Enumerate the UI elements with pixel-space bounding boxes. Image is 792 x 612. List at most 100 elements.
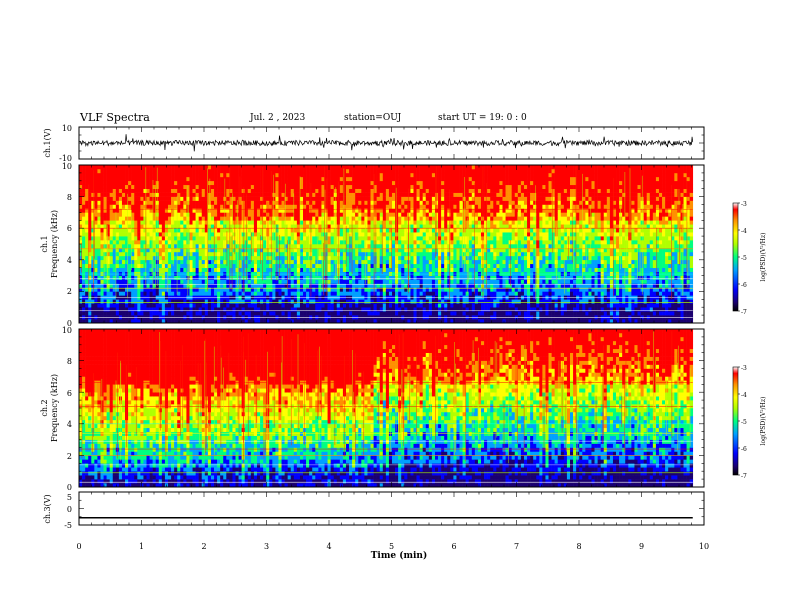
spectrogram-cell: [256, 299, 261, 304]
ch1-waveform-ticks: [78, 126, 705, 160]
spectrogram-cell: [425, 299, 430, 304]
spectrogram-cell: [152, 188, 157, 193]
spectrogram-cell: [321, 251, 325, 257]
spectrogram-cell: [214, 196, 218, 201]
spectrogram-cell: [438, 196, 442, 201]
spectrogram-cell: [137, 255, 141, 261]
spectrogram-cell: [296, 236, 301, 241]
spectrogram-cell: [330, 303, 335, 308]
spectrogram-cell: [94, 263, 98, 268]
spectrogram-cell: [339, 267, 344, 272]
spectrogram-cell: [355, 279, 359, 284]
spectrogram-cell: [287, 283, 292, 288]
spectrogram-cell: [315, 303, 319, 308]
spectrogram-cell: [214, 188, 218, 193]
spectrogram-cell: [358, 279, 362, 284]
spectrogram-cell: [290, 228, 295, 233]
spectrogram-cell: [287, 311, 292, 316]
spectrogram-cell: [91, 255, 95, 261]
spectrogram-cell: [226, 303, 230, 308]
spectrogram-cell: [379, 279, 384, 284]
spectrogram-cell: [370, 224, 374, 229]
spectrogram-cell: [217, 263, 221, 268]
spectrogram-cell: [358, 228, 362, 233]
spectrogram-cell: [229, 188, 233, 193]
spectrogram-cell: [303, 259, 307, 265]
spectrogram-cell: [425, 176, 430, 182]
spectrogram-cell: [204, 275, 209, 280]
spectrogram-cell: [410, 291, 414, 296]
spectrogram-cell: [263, 208, 267, 213]
spectrogram-cell: [333, 275, 338, 280]
spectrogram-cell: [226, 283, 230, 288]
spectrogram-cell: [392, 232, 396, 237]
spectrogram-cell: [189, 176, 193, 182]
spectrogram-cell: [164, 299, 169, 304]
spectrogram-cell: [241, 299, 246, 304]
spectrogram-cell: [125, 192, 129, 197]
spectrogram-cell: [109, 244, 114, 249]
spectrogram-cell: [250, 244, 255, 249]
spectrogram-cell: [220, 200, 224, 205]
spectrogram-cell: [94, 287, 98, 292]
spectrogram-cell: [345, 299, 350, 304]
spectrogram-cell: [94, 204, 98, 209]
spectrogram-cell: [306, 307, 310, 312]
spectrogram-cell: [376, 172, 381, 178]
spectrogram-cell: [217, 192, 221, 197]
spectrogram-cell: [278, 267, 282, 272]
spectrogram-cell: [370, 311, 374, 316]
spectrogram-cell: [306, 212, 310, 217]
spectrogram-cell: [164, 212, 169, 217]
spectrogram-cell: [140, 172, 144, 178]
spectrogram-cell: [367, 263, 371, 268]
spectrogram-cell: [183, 192, 187, 197]
spectrogram-cell: [220, 184, 224, 189]
spectrogram-cell: [253, 232, 258, 237]
spectrogram-cell: [250, 259, 255, 265]
spectrogram-cell: [94, 251, 98, 257]
spectrogram-cell: [330, 255, 335, 261]
spectrogram-cell: [149, 251, 153, 257]
spectrogram-cell: [272, 247, 276, 253]
spectrogram-cell: [217, 176, 221, 182]
spectrogram-cell: [263, 287, 267, 292]
spectrogram-cell: [171, 168, 175, 174]
spectrogram-cell: [355, 263, 359, 268]
spectrogram-cell: [189, 216, 193, 221]
spectrogram-cell: [198, 228, 203, 233]
spectrogram-cell: [388, 184, 393, 189]
spectrogram-cell: [367, 303, 371, 308]
spectrogram-cell: [355, 267, 359, 272]
spectrogram-cell: [388, 255, 393, 261]
spectrogram-cell: [140, 287, 144, 292]
spectrogram-cell: [229, 299, 233, 304]
spectrogram-cell: [321, 259, 325, 265]
spectrogram-cell: [361, 319, 365, 324]
spectrogram-cell: [214, 224, 218, 229]
spectrogram-cell: [112, 283, 117, 288]
spectrogram-cell: [428, 319, 433, 324]
spectrogram-cell: [232, 192, 236, 197]
spectrogram-cell: [404, 180, 408, 186]
spectrogram-cell: [85, 208, 89, 213]
spectrogram-cell: [370, 303, 374, 308]
spectrogram-cell: [235, 236, 239, 241]
spectrogram-cell: [198, 184, 203, 189]
spectrogram-cell: [339, 251, 344, 257]
spectrogram-cell: [220, 212, 224, 217]
spectrogram-cell: [342, 275, 347, 280]
spectrogram-cell: [217, 196, 221, 201]
spectrogram-cell: [385, 212, 390, 217]
spectrogram-cell: [91, 232, 95, 237]
spectrogram-cell: [275, 168, 279, 174]
spectrogram-cell: [324, 216, 328, 221]
spectrogram-cell: [131, 307, 135, 312]
spectrogram-cell: [413, 204, 417, 209]
spectrogram-cell: [428, 283, 433, 288]
spectrogram-cell: [100, 200, 104, 205]
spectrogram-cell: [278, 275, 282, 280]
spectrogram-cell: [238, 192, 242, 197]
spectrogram-cell: [290, 224, 295, 229]
spectrogram-cell: [419, 204, 423, 209]
